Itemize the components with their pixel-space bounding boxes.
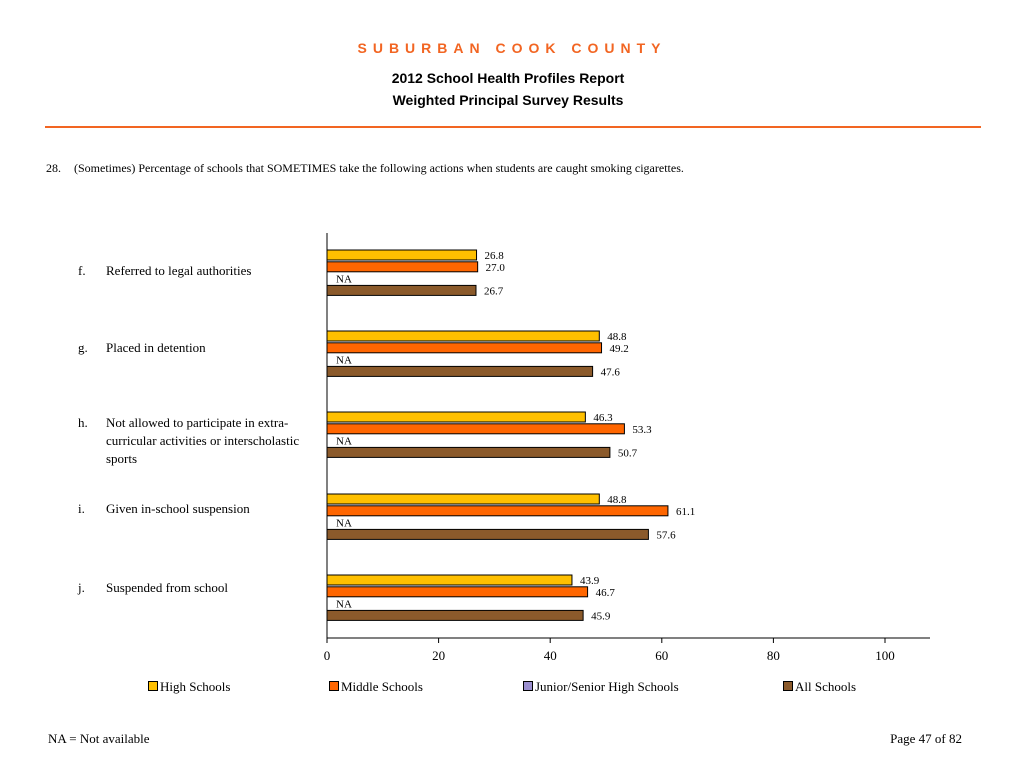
x-tick-label: 100 (875, 648, 895, 663)
category-letter: i. (78, 501, 85, 516)
legend-label: All Schools (795, 679, 857, 694)
data-label: 57.6 (656, 529, 676, 541)
bar (326, 342, 603, 354)
legend-swatch (329, 681, 339, 691)
bar (326, 574, 573, 586)
header-divider (45, 126, 981, 128)
category-letter: f. (78, 263, 86, 278)
question-text: (Sometimes) Percentage of schools that S… (74, 161, 684, 175)
report-subtitle: Weighted Principal Survey Results (392, 92, 624, 108)
x-tick-label: 40 (544, 648, 557, 663)
bar (326, 505, 669, 517)
legend-label: High Schools (160, 679, 231, 694)
category-label: Referred to legal authorities (106, 263, 252, 278)
data-label: 46.7 (596, 587, 616, 599)
data-label: 61.1 (676, 506, 695, 518)
legend-item-middle-schools: Middle Schools (329, 679, 423, 695)
legend-item-all-schools: All Schools (783, 679, 856, 695)
data-label: 46.3 (593, 412, 613, 424)
category-letter: j. (78, 580, 85, 595)
bar (326, 365, 594, 377)
na-label: NA (336, 355, 352, 367)
na-label: NA (336, 518, 352, 530)
bar (326, 249, 478, 261)
data-label: 43.9 (580, 575, 600, 587)
legend-swatch (523, 681, 533, 691)
legend-swatch (148, 681, 158, 691)
bar (326, 493, 600, 505)
x-tick-label: 60 (655, 648, 668, 663)
na-label: NA (336, 599, 352, 611)
county-title: SUBURBAN COOK COUNTY (357, 40, 667, 56)
category-letter: g. (78, 340, 88, 355)
legend-label: Middle Schools (341, 679, 423, 694)
bar (326, 586, 589, 598)
data-label: 26.7 (484, 285, 504, 297)
legend-item-junior-senior-high-schools: Junior/Senior High Schools (523, 679, 679, 695)
category-letter: h. (78, 415, 88, 430)
data-label: 45.9 (591, 610, 611, 622)
data-label: 47.6 (601, 366, 621, 378)
x-tick-label: 80 (767, 648, 780, 663)
question-number: 28. (46, 161, 61, 175)
na-label: NA (336, 274, 352, 286)
category-label: Not allowed to participate in extra-curr… (106, 415, 300, 466)
page-number: Page 47 of 82 (890, 731, 962, 746)
bar (326, 446, 611, 458)
x-tick-label: 0 (324, 648, 331, 663)
data-label: 48.8 (607, 494, 627, 506)
bar (326, 284, 477, 296)
bar (326, 261, 479, 273)
category-label: Placed in detention (106, 340, 206, 355)
data-label: 50.7 (618, 447, 638, 459)
footnote: NA = Not available (48, 731, 150, 746)
chart-legend: High Schools Middle Schools Junior/Senio… (0, 679, 1024, 695)
category-label: Suspended from school (106, 580, 229, 595)
bar (326, 609, 584, 621)
legend-item-high-schools: High Schools (148, 679, 230, 695)
bar (326, 528, 649, 540)
x-tick-label: 20 (432, 648, 445, 663)
bar (326, 411, 586, 423)
legend-label: Junior/Senior High Schools (535, 679, 679, 694)
category-label: Given in-school suspension (106, 501, 250, 516)
data-label: 49.2 (610, 343, 629, 355)
question: 28. (Sometimes) Percentage of schools tha… (46, 161, 684, 176)
data-label: 53.3 (632, 424, 652, 436)
na-label: NA (336, 436, 352, 448)
bar (326, 423, 625, 435)
legend-swatch (783, 681, 793, 691)
data-label: 48.8 (607, 331, 627, 343)
data-label: 26.8 (485, 250, 505, 262)
data-label: 27.0 (486, 262, 506, 274)
report-title: 2012 School Health Profiles Report (391, 70, 625, 86)
bar (326, 330, 600, 342)
